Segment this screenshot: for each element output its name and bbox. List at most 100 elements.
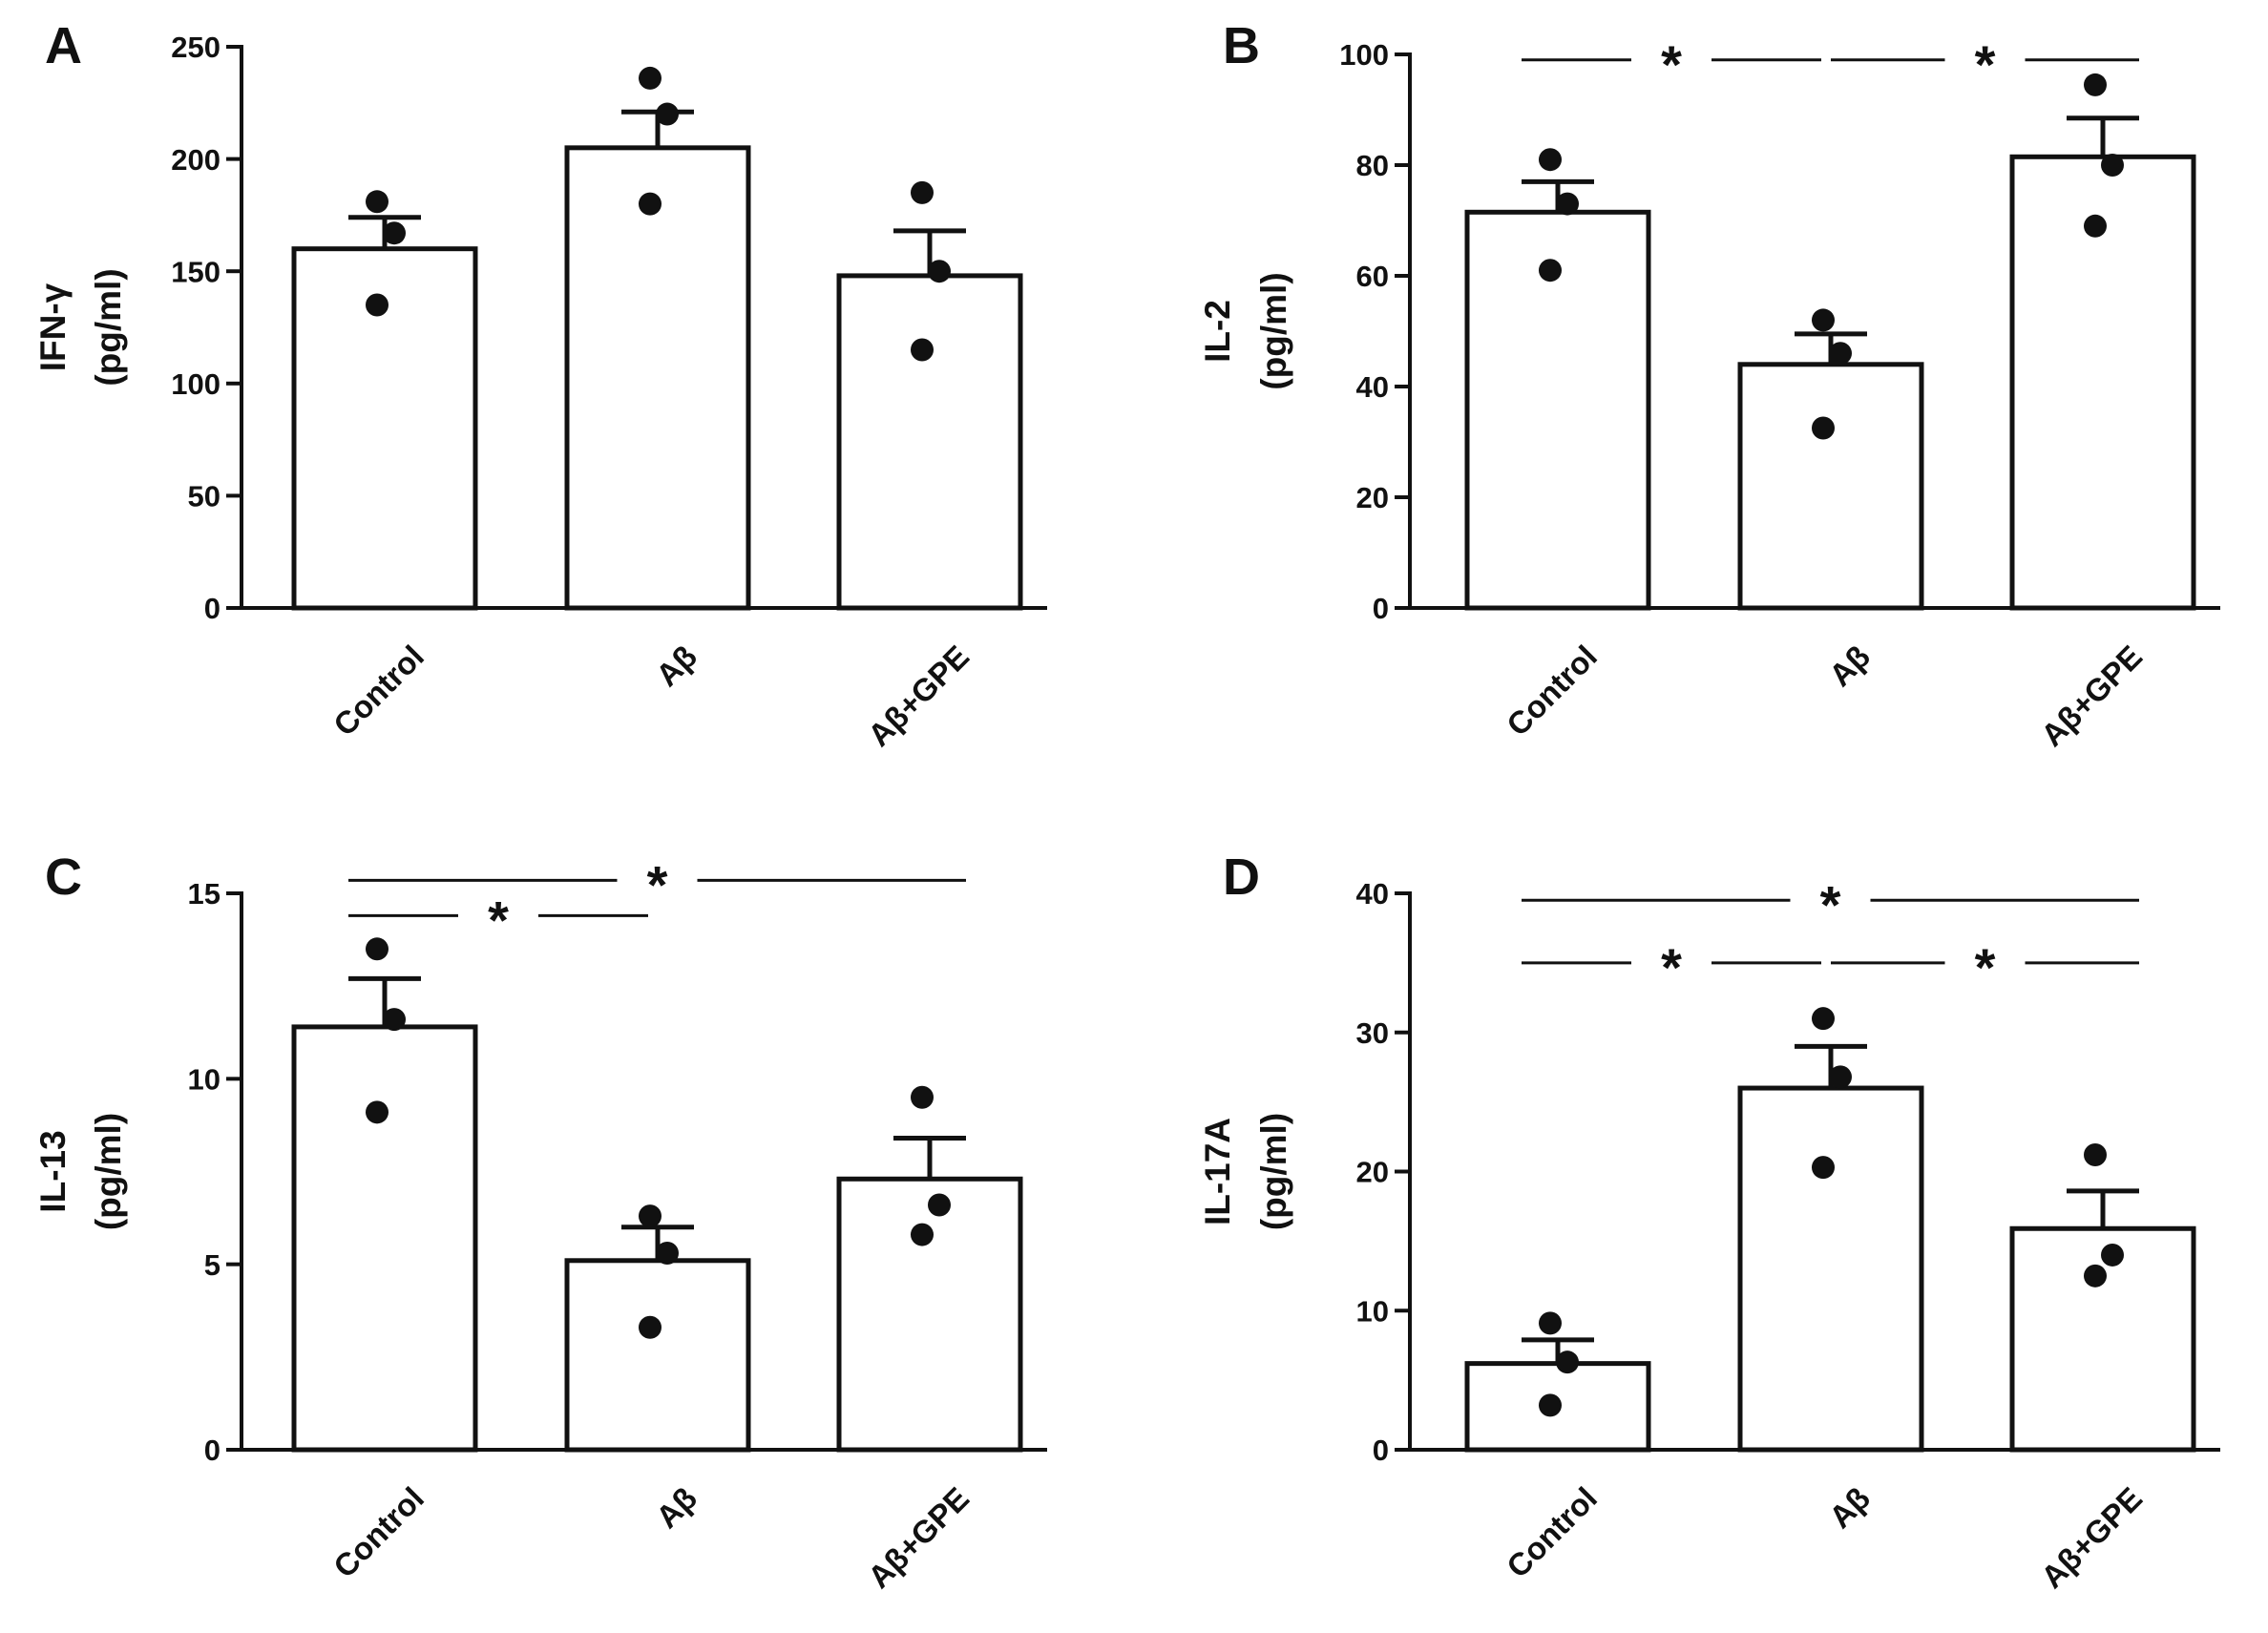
y-axis-label: IFN-γ — [33, 283, 73, 371]
category-label: Control — [1500, 1480, 1604, 1584]
data-point — [2084, 214, 2107, 238]
data-point — [2084, 1143, 2107, 1167]
y-tick-label: 40 — [1356, 370, 1389, 404]
data-point — [2084, 73, 2107, 96]
y-tick-label: 5 — [204, 1248, 220, 1282]
panel-letter: C — [45, 848, 82, 906]
data-point — [1556, 1350, 1579, 1374]
significance-star: * — [1661, 34, 1682, 94]
y-tick-label: 60 — [1356, 260, 1389, 293]
data-point — [1812, 308, 1835, 332]
data-point — [656, 1242, 679, 1266]
y-tick-label: 250 — [171, 31, 220, 64]
bar — [2009, 154, 2196, 611]
significance-star: * — [488, 890, 509, 950]
data-point — [639, 66, 662, 90]
data-point — [366, 190, 388, 214]
data-point — [639, 1315, 662, 1339]
data-point — [1812, 416, 1835, 440]
data-point — [1539, 1393, 1562, 1417]
data-point — [1812, 1156, 1835, 1180]
data-point — [1829, 342, 1852, 366]
category-label: Aβ — [649, 639, 704, 693]
data-point — [656, 102, 679, 126]
y-axis-unit-label: (pg/ml) — [1254, 1113, 1293, 1230]
y-tick-label: 20 — [1356, 481, 1389, 514]
data-point — [928, 1193, 951, 1217]
data-point — [911, 1085, 934, 1109]
panel-d: D IL-17A (pg/ml) 0 10 20 30 40 Control Aβ Aβ+GPE * *… — [1198, 848, 2220, 1595]
data-point — [383, 221, 406, 245]
data-point — [1812, 1007, 1835, 1031]
bar — [291, 1024, 478, 1453]
data-point — [2101, 1243, 2124, 1267]
y-tick-label: 50 — [188, 480, 220, 513]
y-axis-label: IL-13 — [33, 1130, 73, 1212]
bar — [836, 1176, 1023, 1453]
data-point — [639, 1204, 662, 1228]
data-point — [928, 260, 951, 283]
y-tick-label: 30 — [1356, 1016, 1389, 1050]
data-point — [366, 293, 388, 317]
y-tick-label: 40 — [1356, 877, 1389, 911]
significance-star: * — [1661, 937, 1682, 997]
data-point — [1829, 1065, 1852, 1089]
panel-a: A IFN-γ (pg/ml) 0 50 100 150 200 250 Control Aβ Aβ+… — [33, 17, 1047, 753]
data-point — [1539, 259, 1562, 283]
category-label: Aβ+GPE — [861, 1480, 976, 1595]
y-axis-label: IL-17A — [1198, 1118, 1237, 1225]
y-tick-label: 0 — [1373, 592, 1389, 625]
data-point — [366, 937, 388, 961]
y-tick-label: 0 — [204, 592, 220, 625]
bar — [836, 273, 1023, 611]
data-point — [911, 1223, 934, 1246]
y-axis-unit-label: (pg/ml) — [89, 1113, 128, 1230]
significance-star: * — [1975, 34, 1996, 94]
category-label: Aβ+GPE — [2034, 1480, 2149, 1595]
panel-letter: D — [1223, 848, 1260, 906]
y-tick-label: 10 — [188, 1062, 220, 1096]
y-axis-unit-label: (pg/ml) — [1254, 272, 1293, 389]
category-label: Control — [326, 639, 430, 743]
category-label: Aβ+GPE — [2034, 639, 2149, 753]
bar — [2009, 1225, 2196, 1453]
category-label: Aβ — [1822, 639, 1877, 693]
y-tick-label: 0 — [1373, 1434, 1389, 1467]
data-point — [911, 180, 934, 204]
bar — [564, 145, 751, 611]
y-tick-label: 20 — [1356, 1156, 1389, 1189]
panel-b: B IL-2 (pg/ml) 0 20 40 60 80 100 Control Aβ Aβ+GPE *… — [1198, 17, 2220, 753]
data-point — [366, 1100, 388, 1124]
panel-letter: B — [1223, 17, 1260, 74]
category-label: Aβ — [1822, 1480, 1877, 1535]
y-tick-label: 80 — [1356, 149, 1389, 182]
significance-star: * — [1975, 937, 1996, 997]
data-point — [639, 192, 662, 216]
y-tick-label: 0 — [204, 1434, 220, 1467]
data-point — [1556, 192, 1579, 216]
y-tick-label: 100 — [1339, 38, 1389, 72]
y-axis-label: IL-2 — [1198, 300, 1237, 363]
category-label: Aβ+GPE — [861, 639, 976, 753]
data-point — [383, 1008, 406, 1032]
category-label: Aβ — [649, 1480, 704, 1535]
data-point — [2084, 1264, 2107, 1288]
y-tick-label: 200 — [171, 143, 220, 177]
data-point — [911, 338, 934, 362]
y-tick-label: 10 — [1356, 1294, 1389, 1328]
panel-letter: A — [45, 17, 82, 74]
significance-star: * — [1820, 874, 1841, 934]
y-tick-label: 150 — [171, 255, 220, 288]
significance-star: * — [647, 854, 668, 914]
y-tick-label: 15 — [188, 877, 220, 911]
category-label: Control — [326, 1480, 430, 1584]
category-label: Control — [1500, 639, 1604, 743]
data-point — [2101, 154, 2124, 177]
bar — [1737, 362, 1924, 611]
data-point — [1539, 1311, 1562, 1335]
data-point — [1539, 148, 1562, 172]
panel-c: C IL-13 (pg/ml) 0 5 10 15 Control Aβ Aβ+GPE * * — [33, 848, 1047, 1595]
bar — [1737, 1085, 1924, 1453]
y-axis-unit-label: (pg/ml) — [89, 268, 128, 386]
